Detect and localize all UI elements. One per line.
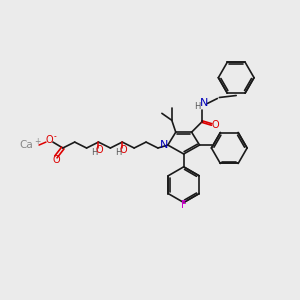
Text: O: O [119, 145, 127, 155]
Text: O: O [45, 135, 53, 145]
Text: O: O [96, 145, 103, 155]
Text: +: + [34, 136, 40, 146]
Text: F: F [181, 200, 187, 211]
Text: N: N [160, 140, 168, 150]
Text: H: H [91, 148, 98, 158]
Text: Ca: Ca [19, 140, 33, 150]
Text: -: - [53, 133, 56, 142]
Text: H: H [194, 102, 201, 111]
Text: O: O [52, 155, 60, 165]
Text: H: H [115, 148, 122, 158]
Text: N: N [200, 98, 209, 108]
Text: O: O [212, 120, 219, 130]
